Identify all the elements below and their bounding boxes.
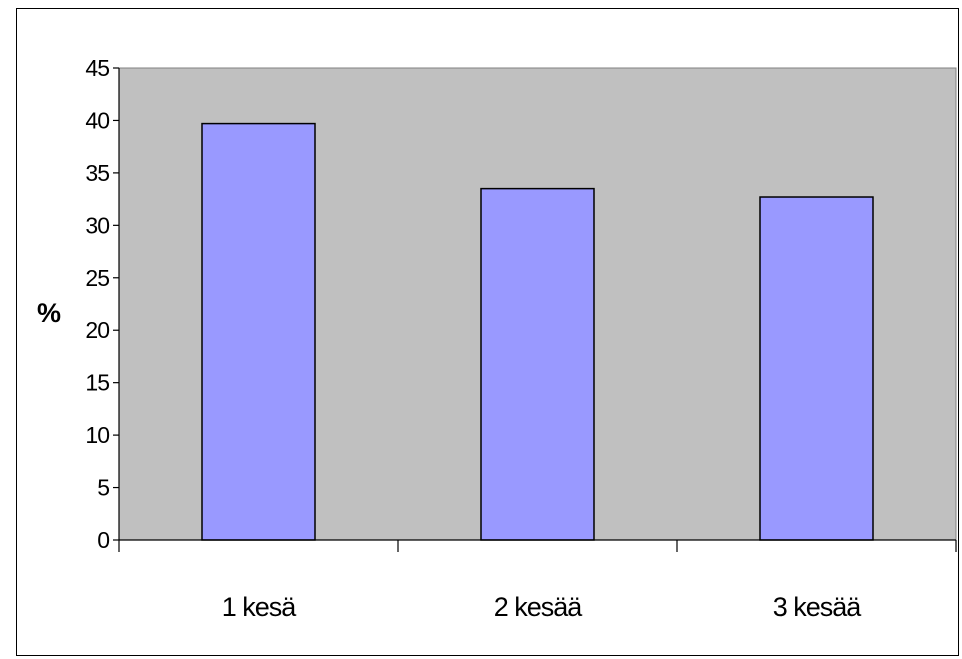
y-tick-label: 15 xyxy=(85,370,109,396)
y-tick-label: 5 xyxy=(97,475,109,501)
x-category-label: 1 kesä xyxy=(222,592,298,622)
y-tick-label: 20 xyxy=(85,317,109,343)
y-tick-label: 40 xyxy=(85,107,109,133)
x-category-label: 3 kesää xyxy=(773,592,863,622)
bar-2 xyxy=(480,187,595,541)
y-axis-ticks: 0 5 10 15 20 25 30 35 40 45 xyxy=(85,55,119,553)
y-tick-label: 25 xyxy=(85,265,109,291)
y-tick-label: 30 xyxy=(85,212,109,238)
y-tick-label: 35 xyxy=(85,160,109,186)
y-tick-label: 10 xyxy=(85,422,109,448)
y-tick-label: 0 xyxy=(97,527,109,553)
y-axis-title: % xyxy=(37,298,61,328)
bar-1 xyxy=(201,122,316,541)
x-category-label: 2 kesää xyxy=(494,592,584,622)
y-tick-label: 45 xyxy=(85,55,109,81)
x-axis-ticks: 1 kesä 2 kesää 3 kesää xyxy=(118,540,957,622)
bars xyxy=(201,122,874,541)
bar-3 xyxy=(759,196,874,541)
